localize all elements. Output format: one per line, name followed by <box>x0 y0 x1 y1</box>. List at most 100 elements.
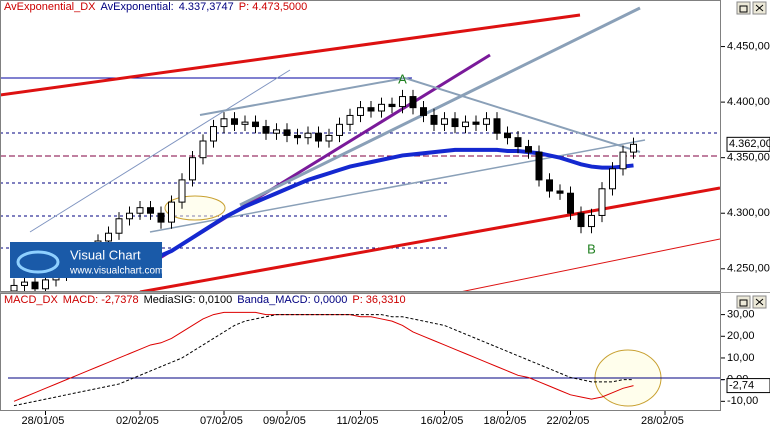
candle-body <box>315 132 322 142</box>
candle-body <box>252 121 259 128</box>
header-text: MACD_DX <box>4 294 58 306</box>
x-tick-label: 07/02/05 <box>200 415 243 427</box>
candle-body <box>325 134 333 142</box>
series-line <box>160 147 634 258</box>
x-tick-label: 11/02/05 <box>337 415 379 427</box>
candle-body <box>388 103 396 108</box>
header-text: AvExponential_DX <box>4 1 96 13</box>
annotation: B <box>587 241 596 256</box>
candle-body <box>535 151 543 181</box>
candle-body <box>598 188 606 216</box>
header-text: 4.337,3747 <box>179 1 234 13</box>
header-text: Banda_MACD: 0,0000 <box>237 294 347 306</box>
trend-line <box>29 69 291 233</box>
candle-body <box>525 146 532 153</box>
candle-body <box>420 107 427 116</box>
candle-body <box>399 96 406 108</box>
candle-body <box>304 132 312 139</box>
candle-body <box>168 201 175 223</box>
candle-body <box>262 126 270 134</box>
series-line <box>13 314 634 407</box>
trend-line <box>199 76 641 153</box>
y-tick-label: 20,00 <box>727 330 755 342</box>
candle-body <box>609 168 616 190</box>
candle-body <box>556 190 564 194</box>
candle-body <box>430 114 438 125</box>
macd-plot <box>13 311 634 407</box>
y-tick-label: 4.300,00 <box>727 207 770 219</box>
trend-line <box>239 6 641 207</box>
candle-body <box>441 118 448 125</box>
close-icon <box>755 4 764 306</box>
candle-body <box>504 132 511 139</box>
candle-body <box>619 151 627 170</box>
candle-body <box>283 129 291 136</box>
header-text: MediaSIG: 0,0100 <box>144 294 233 306</box>
last-value-box <box>726 136 770 152</box>
candle-body <box>409 96 417 109</box>
last-value-label: 4.362,00 <box>729 138 770 150</box>
last-value-box <box>726 378 770 394</box>
header-text: AvExponential: <box>101 1 174 13</box>
logo: Visual Chart www.visualchart.com <box>10 242 163 278</box>
plot-layer: A B 4.250,00 4.300,00 4.350,00 4.400,00 4.450,… <box>4 1 770 427</box>
candle-body <box>10 284 18 291</box>
last-value-label: -2,74 <box>729 379 754 391</box>
header-text: P: 36,3310 <box>352 294 405 306</box>
trend-line <box>149 139 646 233</box>
y-tick-label: -10,00 <box>727 395 758 407</box>
candle-body <box>630 143 637 153</box>
candle-body <box>189 157 196 181</box>
x-tick-label: 28/01/05 <box>22 415 65 427</box>
candle-body <box>21 281 28 286</box>
macd-panel-frame <box>0 293 721 411</box>
candle-body <box>462 121 469 128</box>
annotation: A <box>398 71 407 86</box>
candle-body <box>220 118 228 128</box>
candle-body <box>126 212 133 220</box>
candle-body <box>210 126 217 142</box>
logo-icon <box>16 250 60 274</box>
candle-body <box>241 121 249 125</box>
logo-url: www.visualchart.com <box>69 266 163 277</box>
y-tick-label: 4.400,00 <box>727 96 770 108</box>
candle-body <box>546 179 553 192</box>
candle-body <box>357 107 364 116</box>
candle-body <box>178 179 186 203</box>
price-panel-frame <box>0 0 721 292</box>
x-tick-label: 16/02/05 <box>421 415 464 427</box>
candle-body <box>588 214 595 228</box>
trend-line <box>462 238 720 291</box>
candle-body <box>483 118 490 125</box>
candle-body <box>346 114 354 125</box>
candle-body <box>31 281 39 290</box>
candle-body <box>199 140 207 159</box>
candle-body <box>514 137 522 148</box>
candle-body <box>336 123 343 136</box>
price-plot <box>10 89 637 291</box>
y-tick-label: 4.250,00 <box>727 263 770 275</box>
candle-body <box>577 212 585 228</box>
candle-body <box>367 107 375 112</box>
y-tick-label: 4.450,00 <box>727 40 770 52</box>
x-tick-label: 28/02/05 <box>641 415 684 427</box>
x-tick-label: 22/02/05 <box>547 415 590 427</box>
header-text: P: 4.473,5000 <box>239 1 308 13</box>
candle-body <box>147 207 154 214</box>
candle-body <box>136 207 144 214</box>
candle-body <box>42 279 49 290</box>
logo-title: Visual Chart <box>70 247 141 262</box>
x-tick-label: 02/02/05 <box>116 415 159 427</box>
candle-body <box>378 103 385 112</box>
y-tick-label: 30,00 <box>727 309 755 321</box>
trend-line <box>1 13 581 97</box>
candle-body <box>472 121 480 125</box>
x-tick-label: 18/02/05 <box>484 415 527 427</box>
header-text: MACD: -2,7378 <box>63 294 139 306</box>
y-tick-label: 4.350,00 <box>727 152 770 164</box>
candle-body <box>567 192 574 214</box>
window-buttons <box>736 1 767 309</box>
candle-body <box>493 118 501 134</box>
y-tick-label: 10,00 <box>727 352 755 364</box>
